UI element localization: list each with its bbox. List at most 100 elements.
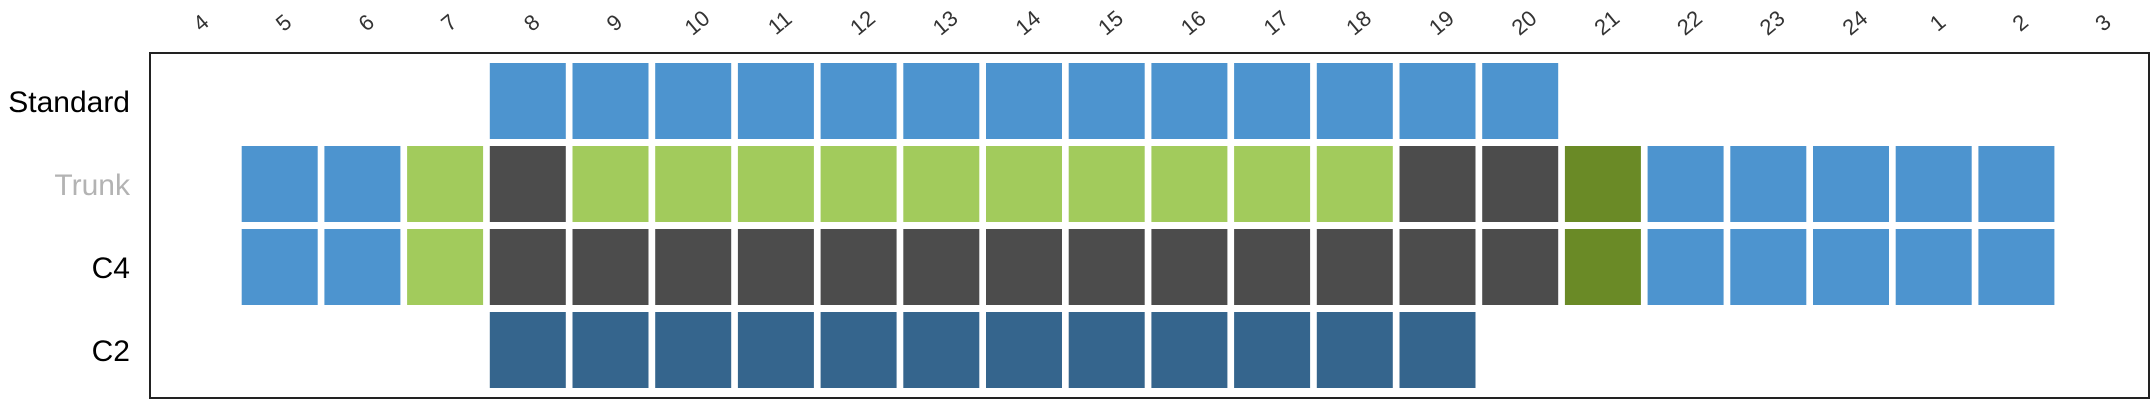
row-label-c2: C2 [92, 335, 130, 368]
cell-c4-hour-8 [489, 229, 566, 305]
cell-c4-hour-6 [324, 229, 401, 305]
row-label-standard: Standard [8, 86, 130, 119]
row-label-trunk: Trunk [54, 169, 131, 202]
hour-label-24: 24 [1838, 5, 1873, 40]
cell-c2-hour-11 [737, 312, 814, 388]
cell-standard-hour-14 [986, 63, 1062, 139]
cell-c2-hour-17 [1234, 312, 1311, 388]
cell-trunk-hour-5 [241, 146, 318, 222]
cell-standard-hour-19 [1399, 63, 1476, 139]
row-label-c4: C4 [92, 252, 130, 285]
cell-standard-hour-17 [1234, 63, 1311, 139]
cell-c2-hour-18 [1316, 312, 1393, 388]
hour-labels: 4 5 6 7 8 9 10 11 12 13 14 15 16 17 18 19 20 21 22 23 24 1 2 3 [188, 5, 2116, 40]
cell-c4-hour-1 [1895, 229, 1972, 305]
cell-trunk-hour-10 [655, 146, 732, 222]
cell-trunk-hour-7 [407, 146, 484, 222]
cell-c4-hour-24 [1813, 229, 1889, 305]
hour-label-14: 14 [1011, 5, 1046, 40]
hour-label-4: 4 [188, 9, 213, 36]
hour-label-11: 11 [763, 6, 797, 40]
cell-c4-hour-2 [1978, 229, 2055, 305]
cell-c4-hour-16 [1151, 229, 1228, 305]
cell-c2-hour-16 [1151, 312, 1228, 388]
cell-c4-hour-17 [1234, 229, 1311, 305]
cell-c2-hour-9 [572, 312, 649, 388]
hour-label-21: 21 [1589, 5, 1624, 40]
cell-trunk-hour-8 [489, 146, 566, 222]
cell-c4-hour-22 [1647, 229, 1724, 305]
cell-c4-hour-20 [1482, 229, 1559, 305]
cell-trunk-hour-17 [1234, 146, 1311, 222]
cell-c4-hour-9 [572, 229, 649, 305]
cell-standard-hour-16 [1151, 63, 1228, 139]
cell-c2-hour-13 [903, 312, 980, 388]
cell-standard-hour-11 [737, 63, 814, 139]
cell-standard-hour-8 [489, 63, 566, 139]
cell-c4-hour-21 [1564, 229, 1641, 305]
hour-label-13: 13 [928, 5, 963, 40]
cell-c4-hour-11 [737, 229, 814, 305]
hour-label-19: 19 [1424, 5, 1459, 40]
cell-standard-hour-18 [1316, 63, 1393, 139]
cell-standard-hour-15 [1068, 63, 1145, 139]
cell-c4-hour-13 [903, 229, 980, 305]
cell-trunk-hour-21 [1564, 146, 1641, 222]
cell-trunk-hour-20 [1482, 146, 1559, 222]
cell-trunk-hour-12 [820, 146, 897, 222]
cell-standard-hour-20 [1482, 63, 1559, 139]
cell-trunk-hour-14 [986, 146, 1062, 222]
cell-c4-hour-23 [1730, 229, 1807, 305]
cell-c4-hour-12 [820, 229, 897, 305]
cell-standard-hour-10 [655, 63, 732, 139]
hour-label-9: 9 [602, 9, 627, 36]
cell-standard-hour-9 [572, 63, 649, 139]
hour-label-5: 5 [271, 9, 296, 36]
hour-label-3: 3 [2090, 9, 2115, 36]
hour-label-1: 1 [1925, 9, 1950, 36]
cell-c4-hour-14 [986, 229, 1062, 305]
hour-label-22: 22 [1672, 5, 1707, 40]
cell-trunk-hour-1 [1895, 146, 1972, 222]
cell-c2-hour-8 [489, 312, 566, 388]
hour-label-2: 2 [2008, 9, 2033, 36]
cell-c2-hour-19 [1399, 312, 1476, 388]
hour-label-10: 10 [680, 5, 715, 40]
row-labels: Standard Trunk C4 C2 [8, 86, 131, 368]
cell-c4-hour-5 [241, 229, 318, 305]
hour-label-6: 6 [354, 9, 379, 36]
cell-c2-hour-15 [1068, 312, 1145, 388]
cell-trunk-hour-23 [1730, 146, 1807, 222]
cell-trunk-hour-18 [1316, 146, 1393, 222]
cell-trunk-hour-24 [1813, 146, 1889, 222]
cell-c4-hour-15 [1068, 229, 1145, 305]
cell-trunk-hour-13 [903, 146, 980, 222]
cell-trunk-hour-22 [1647, 146, 1724, 222]
cell-c4-hour-19 [1399, 229, 1476, 305]
cell-c4-hour-7 [407, 229, 484, 305]
hour-label-16: 16 [1176, 5, 1211, 40]
cell-trunk-hour-15 [1068, 146, 1145, 222]
cell-c4-hour-18 [1316, 229, 1393, 305]
cell-standard-hour-12 [820, 63, 897, 139]
cell-trunk-hour-16 [1151, 146, 1228, 222]
hour-label-20: 20 [1507, 5, 1542, 40]
hour-label-15: 15 [1093, 5, 1128, 40]
cell-standard-hour-13 [903, 63, 980, 139]
cell-c2-hour-10 [655, 312, 732, 388]
hour-label-17: 17 [1259, 5, 1294, 40]
cell-trunk-hour-11 [737, 146, 814, 222]
cell-trunk-hour-9 [572, 146, 649, 222]
cell-c2-hour-14 [986, 312, 1062, 388]
hour-label-23: 23 [1755, 5, 1790, 40]
cell-c4-hour-10 [655, 229, 732, 305]
plot-frame [149, 52, 2150, 399]
hour-label-8: 8 [519, 9, 544, 36]
cells-layer [241, 63, 2055, 388]
hour-label-18: 18 [1341, 5, 1376, 40]
hour-label-12: 12 [845, 5, 880, 40]
cell-trunk-hour-6 [324, 146, 401, 222]
hour-label-7: 7 [436, 9, 461, 36]
